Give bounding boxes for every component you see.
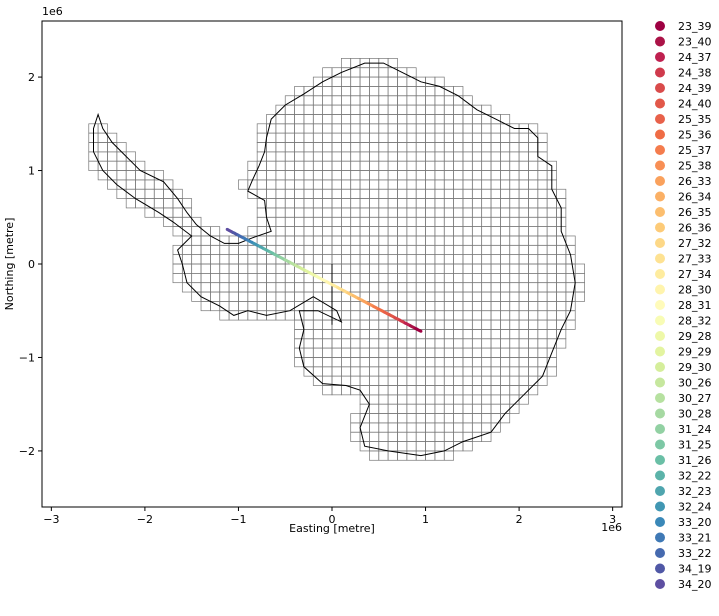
legend-label: 26_35	[678, 206, 712, 219]
legend-marker	[655, 409, 665, 419]
legend-label: 33_20	[678, 516, 712, 529]
x-offset-label: 1e6	[601, 521, 622, 534]
legend-marker	[655, 83, 665, 93]
x-tick-label: −1	[230, 513, 246, 526]
legend-marker	[655, 52, 665, 62]
legend-label: 26_36	[678, 222, 712, 235]
legend-label: 23_39	[678, 20, 712, 33]
y-axis-label: Northing [metre]	[3, 218, 16, 311]
legend-marker	[655, 533, 665, 543]
x-tick-label: −2	[137, 513, 153, 526]
legend-label: 24_39	[678, 82, 712, 95]
legend-marker	[655, 37, 665, 47]
legend-marker	[655, 176, 665, 186]
legend-marker	[655, 114, 665, 124]
legend-label: 34_19	[678, 563, 712, 576]
x-tick-label: −3	[43, 513, 59, 526]
legend-label: 30_27	[678, 392, 712, 405]
legend-label: 31_25	[678, 439, 712, 452]
legend-marker	[655, 378, 665, 388]
legend-marker	[655, 68, 665, 78]
legend-label: 32_23	[678, 485, 712, 498]
legend-label: 26_33	[678, 175, 712, 188]
legend-label: 24_40	[678, 98, 712, 111]
y-tick-label: 0	[28, 258, 35, 271]
legend-marker	[655, 579, 665, 589]
y-offset-label: 1e6	[42, 5, 63, 18]
legend-marker	[655, 145, 665, 155]
legend-marker	[655, 502, 665, 512]
legend-marker	[655, 130, 665, 140]
legend-label: 31_26	[678, 454, 712, 467]
legend-marker	[655, 548, 665, 558]
legend-marker	[655, 362, 665, 372]
legend-marker	[655, 393, 665, 403]
legend-marker	[655, 99, 665, 109]
legend-label: 27_34	[678, 268, 712, 281]
legend-label: 31_24	[678, 423, 712, 436]
legend-label: 26_34	[678, 191, 712, 204]
legend-marker	[655, 347, 665, 357]
legend-marker	[655, 207, 665, 217]
legend-label: 28_30	[678, 284, 712, 297]
legend-marker	[655, 300, 665, 310]
legend-marker	[655, 223, 665, 233]
legend-marker	[655, 424, 665, 434]
legend-label: 27_32	[678, 237, 712, 250]
legend-label: 32_24	[678, 501, 712, 514]
legend-label: 30_26	[678, 377, 712, 390]
legend-label: 24_37	[678, 51, 712, 64]
legend-marker	[655, 192, 665, 202]
legend-label: 30_28	[678, 408, 712, 421]
legend-label: 28_32	[678, 315, 712, 328]
legend-label: 33_21	[678, 532, 712, 545]
legend-marker	[655, 254, 665, 264]
legend-marker	[655, 517, 665, 527]
legend-label: 25_36	[678, 129, 712, 142]
legend-label: 33_22	[678, 547, 712, 560]
legend-label: 32_22	[678, 470, 712, 483]
x-axis-label: Easting [metre]	[289, 522, 375, 535]
legend-marker	[655, 331, 665, 341]
legend-marker	[655, 316, 665, 326]
legend-label: 25_35	[678, 113, 712, 126]
legend-label: 25_37	[678, 144, 712, 157]
x-tick-label: 2	[516, 513, 523, 526]
legend-marker	[655, 285, 665, 295]
legend-marker	[655, 486, 665, 496]
legend-marker	[655, 564, 665, 574]
legend-marker	[655, 238, 665, 248]
legend: 23_39 23_40 24_37 24_38 24_39 24_40 25_35 25_36…	[655, 20, 712, 591]
y-tick-label: 2	[28, 71, 35, 84]
legend-marker	[655, 440, 665, 450]
legend-marker	[655, 471, 665, 481]
legend-label: 27_33	[678, 253, 712, 266]
y-tick-label: −1	[19, 351, 35, 364]
legend-label: 24_38	[678, 67, 712, 80]
legend-label: 23_40	[678, 36, 712, 49]
legend-marker	[655, 21, 665, 31]
legend-marker	[655, 269, 665, 279]
track-point	[419, 330, 422, 333]
y-tick-label: 1	[28, 165, 35, 178]
legend-label: 29_30	[678, 361, 712, 374]
legend-label: 25_38	[678, 160, 712, 173]
legend-label: 34_20	[678, 578, 712, 591]
legend-marker	[655, 455, 665, 465]
legend-label: 28_31	[678, 299, 712, 312]
legend-label: 29_29	[678, 346, 712, 359]
legend-marker	[655, 161, 665, 171]
legend-label: 29_28	[678, 330, 712, 343]
x-tick-label: 1	[422, 513, 429, 526]
y-tick-label: −2	[19, 445, 35, 458]
